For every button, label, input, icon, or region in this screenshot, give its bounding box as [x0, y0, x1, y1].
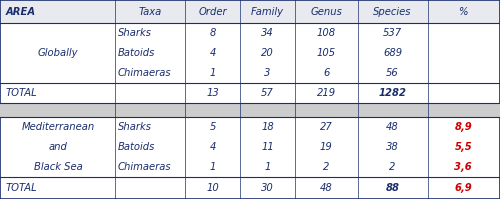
Text: 2: 2 — [390, 162, 396, 172]
Text: and: and — [48, 142, 68, 152]
Text: %: % — [458, 7, 468, 17]
Text: 38: 38 — [386, 142, 399, 152]
Text: 27: 27 — [320, 122, 332, 132]
Text: 11: 11 — [261, 142, 274, 152]
Text: 13: 13 — [206, 88, 219, 98]
Text: 4: 4 — [210, 142, 216, 152]
Text: Species: Species — [373, 7, 412, 17]
Text: 2: 2 — [323, 162, 330, 172]
Text: 1282: 1282 — [378, 88, 406, 98]
Text: Sharks: Sharks — [118, 28, 152, 38]
Text: 108: 108 — [316, 28, 336, 38]
Text: Black Sea: Black Sea — [34, 162, 82, 172]
Text: 6,9: 6,9 — [454, 183, 472, 193]
Text: Batoids: Batoids — [118, 142, 155, 152]
Text: 4: 4 — [210, 48, 216, 58]
Text: AREA: AREA — [6, 7, 36, 17]
Text: Family: Family — [251, 7, 284, 17]
Text: 88: 88 — [386, 183, 400, 193]
Text: 56: 56 — [386, 68, 399, 78]
Text: 48: 48 — [386, 122, 399, 132]
Text: TOTAL: TOTAL — [6, 88, 38, 98]
Text: 219: 219 — [316, 88, 336, 98]
Text: 8,9: 8,9 — [454, 122, 472, 132]
Text: 48: 48 — [320, 183, 332, 193]
Text: 3,6: 3,6 — [454, 162, 472, 172]
Bar — [0, 103, 500, 117]
Text: 30: 30 — [261, 183, 274, 193]
Text: 57: 57 — [261, 88, 274, 98]
Text: 1: 1 — [210, 162, 216, 172]
Text: 1: 1 — [264, 162, 270, 172]
Text: 34: 34 — [261, 28, 274, 38]
Text: Sharks: Sharks — [118, 122, 152, 132]
Text: Globally: Globally — [38, 48, 78, 58]
Text: TOTAL: TOTAL — [6, 183, 38, 193]
Text: 5: 5 — [210, 122, 216, 132]
Text: 3: 3 — [264, 68, 270, 78]
Text: Genus: Genus — [310, 7, 342, 17]
Text: Chimaeras: Chimaeras — [118, 68, 171, 78]
Text: 10: 10 — [206, 183, 219, 193]
Text: 19: 19 — [320, 142, 332, 152]
Text: Order: Order — [198, 7, 227, 17]
Text: 1: 1 — [210, 68, 216, 78]
Text: 18: 18 — [261, 122, 274, 132]
Bar — [0, 0, 500, 23]
Text: 5,5: 5,5 — [454, 142, 472, 152]
Text: 8: 8 — [210, 28, 216, 38]
Text: 105: 105 — [316, 48, 336, 58]
Text: 20: 20 — [261, 48, 274, 58]
Text: Batoids: Batoids — [118, 48, 155, 58]
Text: 6: 6 — [323, 68, 330, 78]
Text: 537: 537 — [383, 28, 402, 38]
Text: 689: 689 — [383, 48, 402, 58]
Text: Chimaeras: Chimaeras — [118, 162, 171, 172]
Text: Taxa: Taxa — [138, 7, 162, 17]
Text: Mediterranean: Mediterranean — [22, 122, 95, 132]
